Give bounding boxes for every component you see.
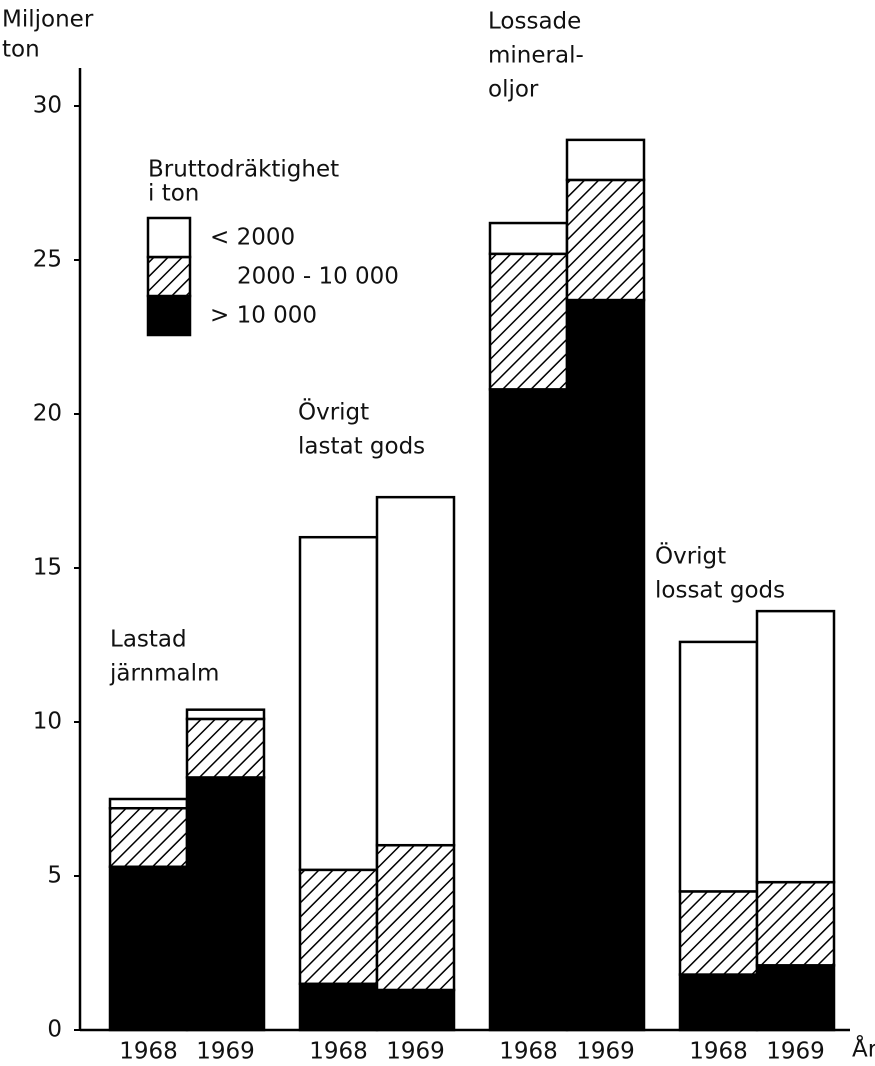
legend-title: i ton xyxy=(148,181,199,207)
y-tick-label: 30 xyxy=(33,93,62,119)
y-axis-label: Miljoner xyxy=(2,7,94,33)
x-tick-label: 1969 xyxy=(386,1039,445,1065)
bar-segment xyxy=(375,843,456,992)
bar-segment xyxy=(565,298,646,1032)
bar-segment xyxy=(488,388,569,1032)
bar-segment xyxy=(678,640,759,893)
bar-segment xyxy=(185,717,266,779)
x-tick-label: 1968 xyxy=(309,1039,368,1065)
y-tick-label: 10 xyxy=(33,709,62,735)
x-tick-label: 1968 xyxy=(499,1039,558,1065)
group-label: Lossade xyxy=(488,9,581,35)
bar-segment xyxy=(298,535,379,872)
bar-segment xyxy=(565,138,646,182)
legend-label: < 2000 xyxy=(210,225,295,251)
bar-segment xyxy=(488,221,569,256)
bar-segment xyxy=(375,988,456,1032)
bar-segment xyxy=(185,708,266,721)
bar-segment xyxy=(375,495,456,847)
y-tick-label: 15 xyxy=(33,555,62,581)
y-axis-label: ton xyxy=(2,37,40,63)
group-label: lastat gods xyxy=(298,434,425,460)
bar-segment xyxy=(678,890,759,976)
group-label: mineral- xyxy=(488,43,584,69)
bar-segment xyxy=(678,973,759,1032)
bar-segment xyxy=(298,982,379,1032)
group-label: järnmalm xyxy=(109,661,219,687)
bar-segment xyxy=(755,609,836,884)
bar-segment xyxy=(755,880,836,967)
group-label: Lastad xyxy=(110,627,187,653)
bar-segment xyxy=(185,776,266,1032)
y-tick-label: 0 xyxy=(47,1017,62,1043)
legend-swatch xyxy=(146,216,192,259)
group-label: Övrigt xyxy=(298,398,369,426)
legend-label: > 10 000 xyxy=(210,303,317,329)
bar-segment xyxy=(488,252,569,391)
bar-segment xyxy=(108,865,189,1032)
bar-segment xyxy=(755,964,836,1032)
x-tick-label: 1968 xyxy=(689,1039,748,1065)
group-label: lossat gods xyxy=(655,578,785,604)
x-tick-label: 1969 xyxy=(766,1039,825,1065)
y-tick-label: 25 xyxy=(33,247,62,273)
bar-segment xyxy=(108,797,189,810)
legend-swatch xyxy=(146,255,192,298)
group-label: Övrigt xyxy=(655,542,726,570)
legend-label: 2000 - 10 000 xyxy=(237,264,399,290)
legend-swatch xyxy=(146,294,192,337)
x-axis-label: År xyxy=(852,1035,875,1063)
bar-segment xyxy=(298,868,379,986)
x-tick-label: 1969 xyxy=(196,1039,255,1065)
x-tick-label: 1968 xyxy=(119,1039,178,1065)
y-tick-label: 20 xyxy=(33,401,62,427)
bar-segment xyxy=(565,178,646,302)
bar-segment xyxy=(108,806,189,869)
x-tick-label: 1969 xyxy=(576,1039,635,1065)
legend-title: Bruttodräktighet xyxy=(148,157,339,183)
group-label: oljor xyxy=(488,77,539,103)
y-tick-label: 5 xyxy=(47,863,62,889)
